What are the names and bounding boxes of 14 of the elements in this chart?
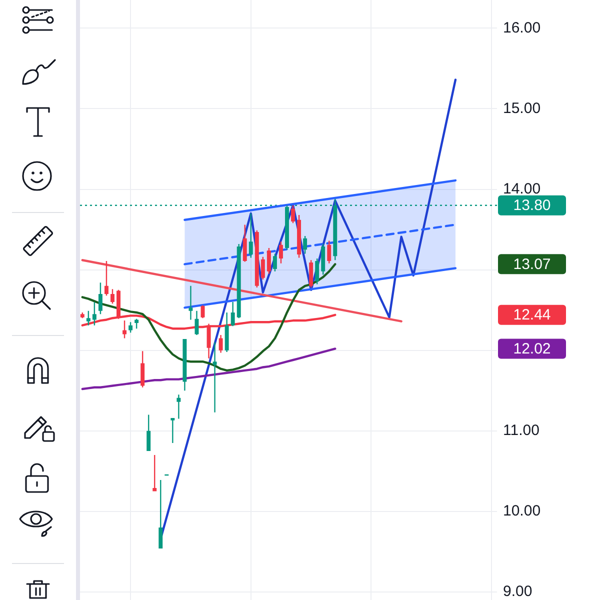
- y-tick-label: 9.00: [503, 583, 532, 600]
- text: 12.44: [513, 306, 551, 324]
- ref-line-label: 13.80: [513, 197, 551, 214]
- y-tick-label: 10.00: [503, 502, 541, 520]
- candlestick: [188, 286, 193, 320]
- y-tick-label: 15.00: [503, 100, 541, 117]
- y-tick-label: 16.00: [503, 19, 541, 36]
- candlestick: [170, 418, 175, 443]
- y-tick-label: 14.00: [503, 180, 541, 198]
- candlestick: [212, 342, 217, 412]
- text: 12.02: [513, 340, 551, 358]
- y-tick-label: 11.00: [503, 422, 540, 440]
- text: 13.07: [513, 256, 551, 273]
- candlestick: [176, 394, 181, 419]
